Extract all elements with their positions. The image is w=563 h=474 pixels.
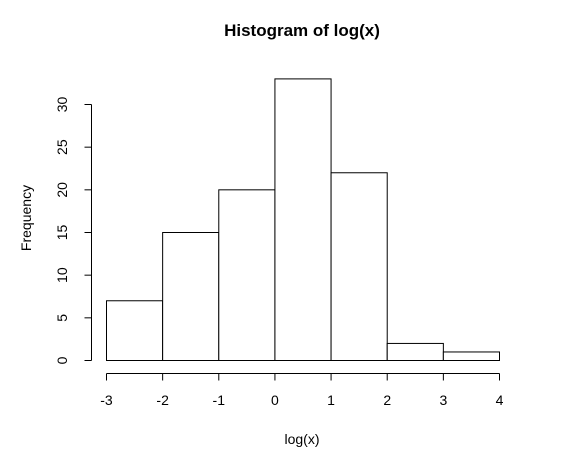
x-tick-label: 0 (271, 392, 279, 408)
histogram-bar (106, 300, 164, 361)
x-tick-label: 4 (496, 392, 504, 408)
y-tick-label: 30 (54, 97, 70, 113)
histogram-bar (162, 232, 220, 361)
x-tick-label: -3 (100, 392, 113, 408)
x-tick-label: -2 (156, 392, 169, 408)
x-axis: -3 -2 -1 0 1 2 3 4 (100, 373, 504, 408)
y-tick-label: 10 (54, 267, 70, 283)
x-axis-label: log(x) (284, 431, 319, 447)
x-tick-label: 3 (439, 392, 447, 408)
y-axis: 0 5 10 15 20 25 30 (54, 97, 92, 364)
histogram-bar (274, 78, 332, 362)
y-tick-label: 25 (54, 139, 70, 155)
y-tick-label: 15 (54, 225, 70, 241)
y-tick-label: 20 (54, 182, 70, 198)
x-tick-label: -1 (213, 392, 226, 408)
x-tick-label: 1 (327, 392, 335, 408)
y-tick-label: 5 (54, 314, 70, 322)
histogram-bar (330, 172, 388, 361)
chart-title: Histogram of log(x) (224, 21, 380, 40)
y-tick-label: 0 (54, 356, 70, 364)
histogram-bar (218, 189, 276, 361)
y-axis-label: Frequency (18, 185, 34, 251)
bars-group (106, 78, 501, 362)
histogram-bar (386, 342, 444, 361)
x-tick-label: 2 (383, 392, 391, 408)
histogram-bar (442, 351, 501, 362)
